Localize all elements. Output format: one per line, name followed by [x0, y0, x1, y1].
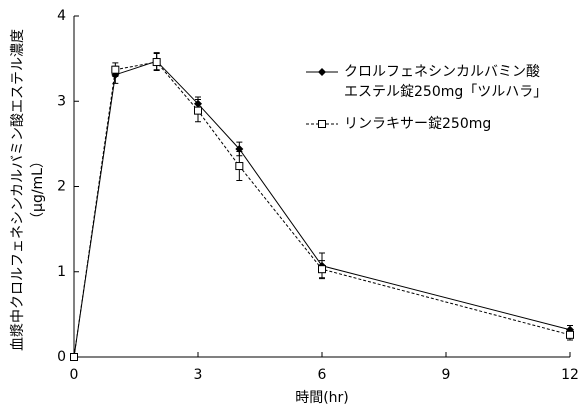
marker: [235, 144, 244, 153]
y-tick-label: 0: [57, 349, 66, 365]
legend-label: リンラキサー錠250mg: [344, 116, 492, 132]
marker: [566, 330, 574, 339]
y-tick-label: 1: [57, 264, 66, 280]
y-axis-label: 血漿中クロルフェネシンカルバミン酸エステル濃度: [10, 29, 26, 351]
x-tick-label: 6: [318, 367, 327, 383]
legend: クロルフェネシンカルバミン酸 エステル錠250mg「ツルハラ」リンラキサー錠25…: [304, 62, 547, 146]
y-tick-label: 4: [57, 8, 66, 24]
marker: [111, 65, 120, 74]
x-tick-label: 0: [70, 367, 79, 383]
x-tick-label: 3: [194, 367, 203, 383]
marker: [318, 265, 326, 274]
y-tick-label: 3: [57, 93, 66, 109]
marker: [194, 99, 202, 108]
marker: [235, 162, 244, 171]
legend-label: クロルフェネシンカルバミン酸 エステル錠250mg「ツルハラ」: [344, 64, 548, 100]
marker: [70, 353, 78, 361]
legend-item: クロルフェネシンカルバミン酸 エステル錠250mg「ツルハラ」: [304, 62, 547, 102]
legend-swatch: [306, 68, 338, 76]
marker: [318, 120, 326, 128]
x-axis-label: 時間(hr): [295, 390, 349, 406]
legend-item: リンラキサー錠250mg: [304, 114, 547, 134]
marker: [318, 68, 326, 76]
x-tick-label: 12: [561, 367, 579, 383]
legend-swatch: [306, 120, 338, 128]
x-tick-label: 9: [442, 367, 451, 383]
y-axis-unit: （μg/mL）: [30, 154, 46, 226]
y-tick-label: 2: [57, 179, 66, 195]
marker: [152, 58, 161, 67]
marker: [194, 106, 202, 115]
